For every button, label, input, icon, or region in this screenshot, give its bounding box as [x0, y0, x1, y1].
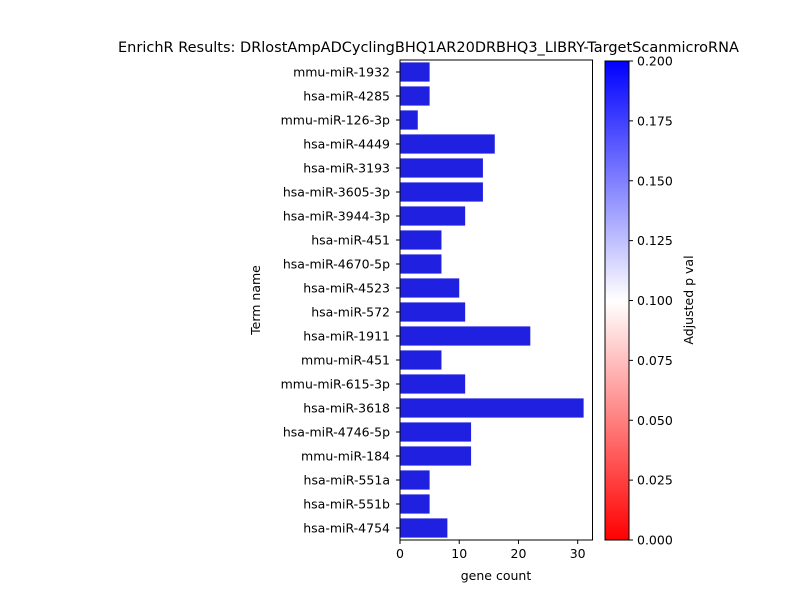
- y-tick-label: mmu-miR-451: [301, 353, 390, 368]
- bar-group: [400, 62, 584, 538]
- colorbar-tick-label: 0.075: [637, 353, 673, 368]
- bar: [400, 350, 442, 370]
- x-tick-label: 10: [451, 546, 467, 561]
- bar: [400, 446, 472, 466]
- bar: [400, 134, 495, 154]
- colorbar-tick-label: 0.125: [637, 233, 673, 248]
- bar: [400, 230, 442, 250]
- bar: [400, 86, 430, 106]
- bar: [400, 494, 430, 514]
- y-tick-label: hsa-miR-3944-3p: [283, 209, 390, 224]
- colorbar: [604, 60, 630, 541]
- y-tick-labels: mmu-miR-1932 hsa-miR-4285 mmu-miR-126-3p hs…: [281, 65, 400, 536]
- x-tick-label: 30: [570, 546, 586, 561]
- x-tick-label: 20: [511, 546, 527, 561]
- bar: [400, 158, 483, 178]
- x-ticks: 0 10 20 30: [396, 540, 586, 561]
- chart-title: EnrichR Results: DRlostAmpADCyclingBHQ1A…: [118, 40, 739, 56]
- colorbar-tick-label: 0.200: [637, 54, 673, 69]
- bar: [400, 422, 472, 442]
- y-tick-label: hsa-miR-551b: [303, 497, 390, 512]
- y-tick-label: hsa-miR-451: [311, 233, 390, 248]
- y-tick-label: hsa-miR-4670-5p: [283, 257, 390, 272]
- colorbar-tick-label: 0.025: [637, 473, 673, 488]
- bar: [400, 182, 483, 202]
- y-axis-label: Term name: [248, 265, 263, 336]
- y-tick-label: hsa-miR-4746-5p: [283, 425, 390, 440]
- colorbar-label: Adjusted p val: [681, 255, 696, 344]
- y-tick-label: mmu-miR-184: [301, 449, 390, 464]
- bar: [400, 206, 466, 226]
- bar: [400, 302, 466, 322]
- bar: [400, 254, 442, 274]
- colorbar-ticks: 0.000 0.025 0.050 0.075 0.100 0.125 0.150 0.175…: [629, 54, 673, 548]
- y-tick-label: mmu-miR-615-3p: [281, 377, 390, 392]
- y-tick-label: hsa-miR-572: [311, 305, 390, 320]
- x-tick-label: 0: [396, 546, 404, 561]
- bar: [400, 470, 430, 490]
- y-tick-label: mmu-miR-126-3p: [281, 113, 390, 128]
- colorbar-tick-label: 0.175: [637, 113, 673, 128]
- plot-frame: [399, 59, 593, 541]
- bar: [400, 62, 430, 82]
- bar: [400, 518, 448, 538]
- colorbar-tick-label: 0.100: [637, 293, 673, 308]
- colorbar-tick-label: 0.050: [637, 413, 673, 428]
- y-tick-label: hsa-miR-3605-3p: [283, 185, 390, 200]
- bar: [400, 326, 531, 346]
- colorbar-tick-label: 0.150: [637, 173, 673, 188]
- colorbar-tick-label: 0.000: [637, 533, 673, 548]
- y-tick-label: hsa-miR-4523: [303, 281, 390, 296]
- y-tick-label: hsa-miR-551a: [304, 473, 390, 488]
- bar: [400, 110, 418, 130]
- y-tick-label: hsa-miR-4285: [303, 89, 390, 104]
- y-tick-label: hsa-miR-4754: [303, 521, 390, 536]
- y-tick-label: hsa-miR-3193: [303, 161, 390, 176]
- x-axis-label: gene count: [461, 568, 532, 583]
- bar: [400, 398, 584, 418]
- y-tick-label: hsa-miR-3618: [303, 401, 390, 416]
- y-tick-label: mmu-miR-1932: [293, 65, 390, 80]
- bar: [400, 374, 466, 394]
- y-tick-label: hsa-miR-4449: [303, 137, 390, 152]
- y-tick-label: hsa-miR-1911: [303, 329, 390, 344]
- bar: [400, 278, 460, 298]
